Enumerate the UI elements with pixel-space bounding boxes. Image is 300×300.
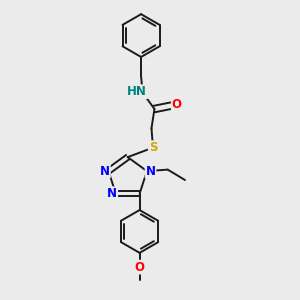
Text: O: O xyxy=(172,98,182,111)
Text: O: O xyxy=(135,261,145,274)
Text: HN: HN xyxy=(127,85,147,98)
Text: N: N xyxy=(100,165,110,178)
Text: N: N xyxy=(146,165,155,178)
Text: N: N xyxy=(107,187,117,200)
Text: S: S xyxy=(149,141,157,154)
